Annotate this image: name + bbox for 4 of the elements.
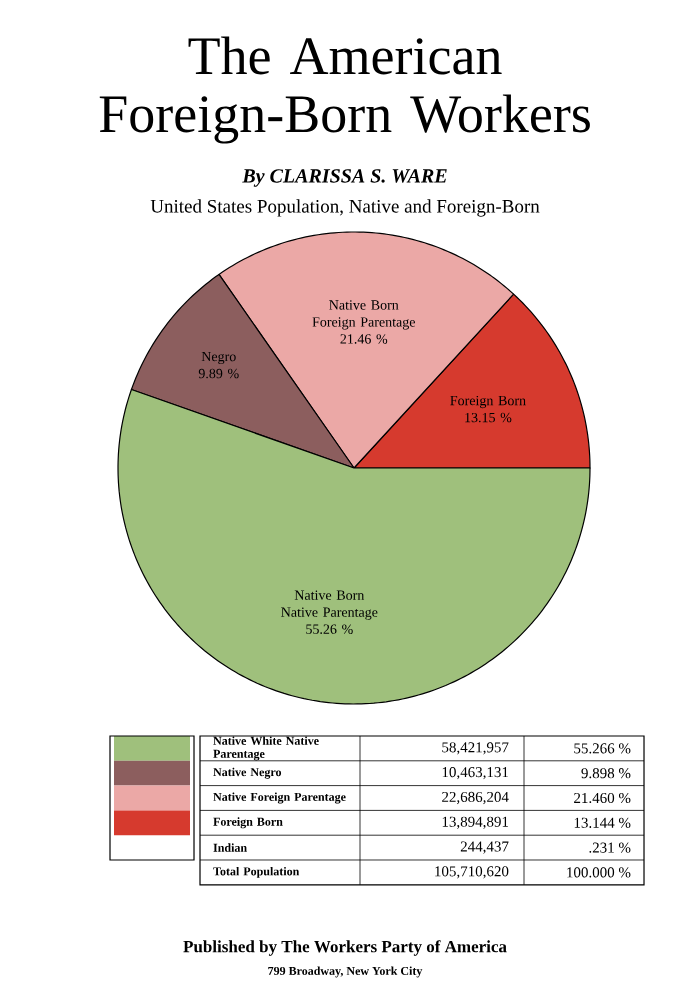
text: Published by The Workers Party of America [183, 940, 507, 956]
chart-subtitle: United States Population, Native and Foreign-Born [150, 199, 540, 217]
text: By CLARISSA S. WARE [242, 169, 447, 187]
chart-title: The American Foreign-Born Workers [99, 36, 590, 144]
